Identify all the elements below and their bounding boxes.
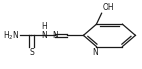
Text: OH: OH	[103, 3, 115, 12]
Text: H: H	[42, 22, 47, 31]
Text: N: N	[52, 31, 58, 40]
Text: S: S	[29, 48, 34, 57]
Text: H$_2$N: H$_2$N	[3, 29, 19, 42]
Text: N: N	[42, 31, 47, 40]
Text: N: N	[92, 48, 98, 57]
